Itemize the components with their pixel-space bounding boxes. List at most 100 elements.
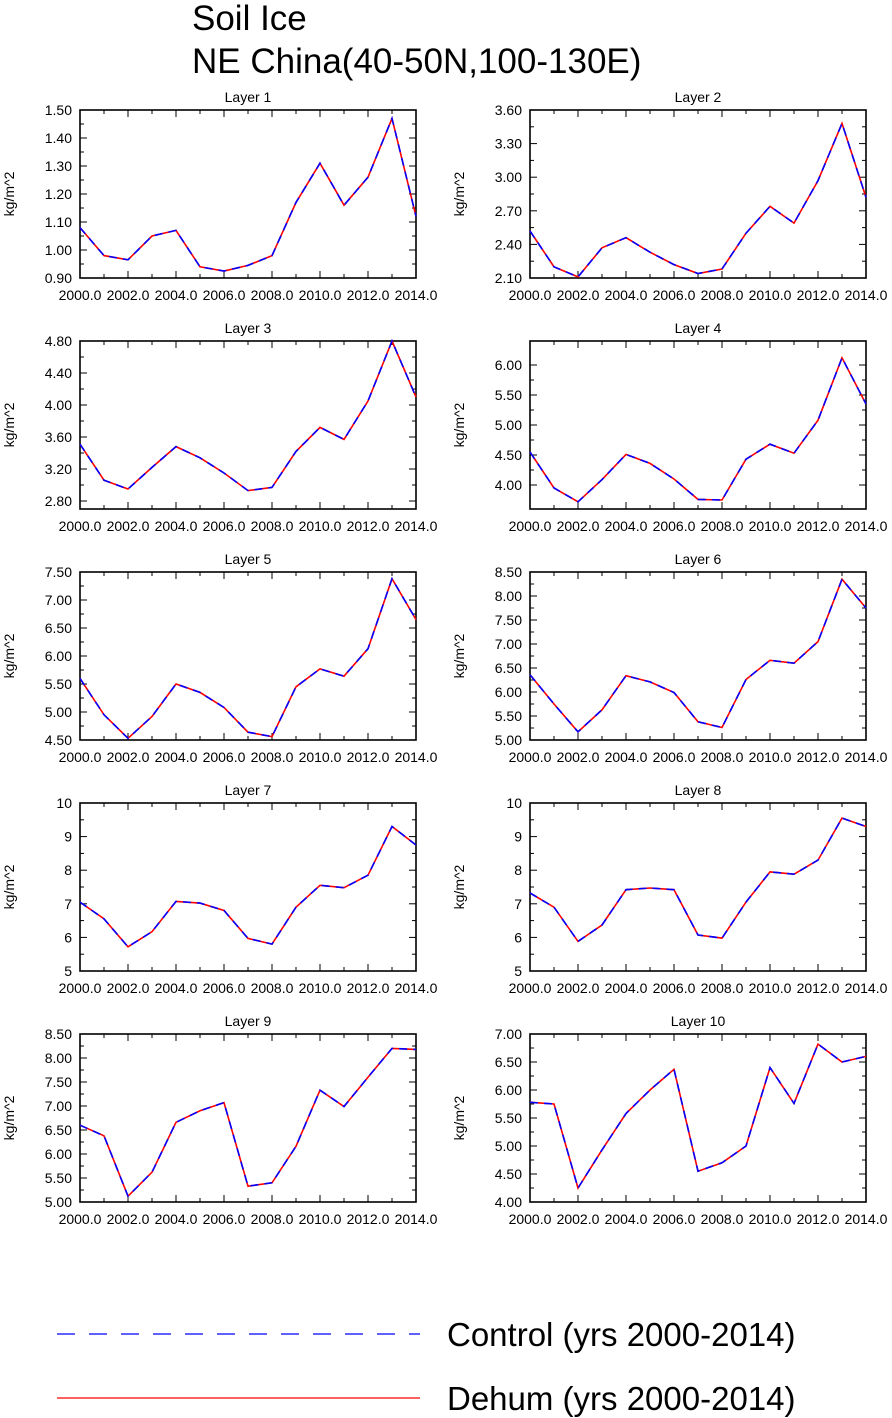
y-axis-label: kg/m^2 — [1, 402, 17, 447]
series-line-control — [529, 1042, 867, 1190]
y-tick-label: 8 — [514, 862, 522, 878]
panel-title: Layer 10 — [671, 1013, 726, 1029]
y-tick-label: 7.00 — [45, 592, 72, 608]
y-tick-label: 5.00 — [495, 1138, 522, 1154]
y-tick-label: 6.00 — [495, 357, 522, 373]
y-tick-label: 2.70 — [495, 203, 522, 219]
y-tick-label: 7.50 — [495, 612, 522, 628]
y-tick-label: 5.00 — [45, 704, 72, 720]
series-line-dehum — [529, 577, 867, 733]
x-tick-label: 2004.0 — [605, 980, 648, 996]
x-tick-label: 2008.0 — [251, 518, 294, 534]
x-tick-label: 2002.0 — [107, 1211, 150, 1227]
x-tick-label: 2004.0 — [155, 1211, 198, 1227]
x-tick-label: 2006.0 — [203, 518, 246, 534]
y-tick-label: 1.30 — [45, 158, 72, 174]
x-tick-label: 2002.0 — [557, 518, 600, 534]
panel-title: Layer 9 — [225, 1013, 272, 1029]
x-tick-label: 2006.0 — [653, 518, 696, 534]
x-tick-label: 2008.0 — [251, 749, 294, 765]
x-tick-label: 2014.0 — [395, 980, 438, 996]
x-tick-label: 2002.0 — [107, 980, 150, 996]
y-axis-label: kg/m^2 — [1, 171, 17, 216]
y-tick-label: 5.00 — [45, 1194, 72, 1210]
x-tick-label: 2000.0 — [509, 1211, 552, 1227]
x-tick-label: 2006.0 — [653, 1211, 696, 1227]
y-axis-label: kg/m^2 — [451, 864, 467, 909]
series-line-dehum — [79, 115, 417, 272]
x-tick-label: 2014.0 — [845, 980, 888, 996]
y-tick-label: 6.00 — [45, 1146, 72, 1162]
y-tick-label: 2.10 — [495, 270, 522, 286]
y-tick-label: 6 — [64, 929, 72, 945]
x-tick-label: 2000.0 — [59, 287, 102, 303]
x-tick-label: 2000.0 — [59, 749, 102, 765]
panel-title: Layer 7 — [225, 782, 272, 798]
y-tick-label: 7.00 — [495, 1026, 522, 1042]
x-tick-label: 2000.0 — [509, 980, 552, 996]
x-tick-label: 2006.0 — [203, 287, 246, 303]
x-tick-label: 2008.0 — [701, 1211, 744, 1227]
series-line-control — [529, 121, 867, 278]
plot-frame — [529, 340, 867, 510]
panel-layer-7: Layer 7 2000.0 2002.0 2004.0 2006.0 2008.0 201… — [1, 782, 438, 996]
x-tick-label: 2010.0 — [299, 980, 342, 996]
panel-title: Layer 1 — [225, 89, 272, 105]
y-tick-label: 5 — [514, 963, 522, 979]
series-line-dehum — [79, 825, 417, 948]
plot-frame — [79, 571, 417, 741]
x-tick-label: 2010.0 — [299, 518, 342, 534]
y-tick-label: 10 — [56, 795, 72, 811]
x-tick-label: 2004.0 — [155, 980, 198, 996]
panel-title: Layer 4 — [675, 320, 722, 336]
x-tick-label: 2002.0 — [107, 749, 150, 765]
y-tick-label: 5.00 — [495, 732, 522, 748]
y-tick-label: 8.00 — [45, 1050, 72, 1066]
series-line-control — [79, 1047, 417, 1198]
x-tick-label: 2006.0 — [203, 980, 246, 996]
x-tick-label: 2010.0 — [299, 1211, 342, 1227]
series-line-dehum — [79, 576, 417, 740]
y-tick-label: 8.50 — [45, 1026, 72, 1042]
x-tick-label: 2000.0 — [509, 749, 552, 765]
x-tick-label: 2012.0 — [797, 749, 840, 765]
series-line-control — [529, 817, 867, 943]
y-tick-label: 4.00 — [45, 397, 72, 413]
x-tick-label: 2012.0 — [347, 518, 390, 534]
x-tick-label: 2008.0 — [701, 980, 744, 996]
series-line-dehum — [529, 817, 867, 943]
x-tick-label: 2006.0 — [653, 980, 696, 996]
y-tick-label: 4.00 — [495, 1194, 522, 1210]
x-tick-label: 2012.0 — [347, 980, 390, 996]
panel-layer-1: Layer 1 2000.0 2002.0 2004.0 2006.0 2008.0 201… — [1, 89, 438, 303]
plot-frame — [79, 340, 417, 510]
y-tick-label: 5.00 — [495, 417, 522, 433]
x-tick-label: 2008.0 — [251, 1211, 294, 1227]
y-tick-label: 5 — [64, 963, 72, 979]
x-tick-label: 2004.0 — [155, 287, 198, 303]
y-tick-label: 7.50 — [45, 1074, 72, 1090]
x-tick-label: 2002.0 — [557, 749, 600, 765]
y-tick-label: 4.50 — [495, 447, 522, 463]
y-tick-label: 1.10 — [45, 214, 72, 230]
series-line-control — [79, 576, 417, 740]
series-line-control — [79, 338, 417, 492]
panel-layer-9: Layer 9 2000.0 2002.0 2004.0 2006.0 2008.0 201… — [1, 1013, 438, 1227]
y-tick-label: 3.30 — [495, 136, 522, 152]
x-tick-label: 2010.0 — [749, 1211, 792, 1227]
x-tick-label: 2014.0 — [395, 1211, 438, 1227]
x-tick-label: 2010.0 — [299, 749, 342, 765]
y-axis-label: kg/m^2 — [451, 633, 467, 678]
y-tick-label: 9 — [514, 829, 522, 845]
panel-title: Layer 3 — [225, 320, 272, 336]
x-tick-label: 2004.0 — [605, 1211, 648, 1227]
x-tick-label: 2008.0 — [251, 287, 294, 303]
x-tick-label: 2010.0 — [749, 980, 792, 996]
y-tick-label: 2.80 — [45, 493, 72, 509]
legend: Control (yrs 2000-2014) Dehum (yrs 2000-2… — [57, 1316, 796, 1417]
y-tick-label: 4.00 — [495, 477, 522, 493]
y-tick-label: 5.50 — [495, 708, 522, 724]
y-axis-label: kg/m^2 — [1, 633, 17, 678]
y-tick-label: 7.00 — [495, 636, 522, 652]
